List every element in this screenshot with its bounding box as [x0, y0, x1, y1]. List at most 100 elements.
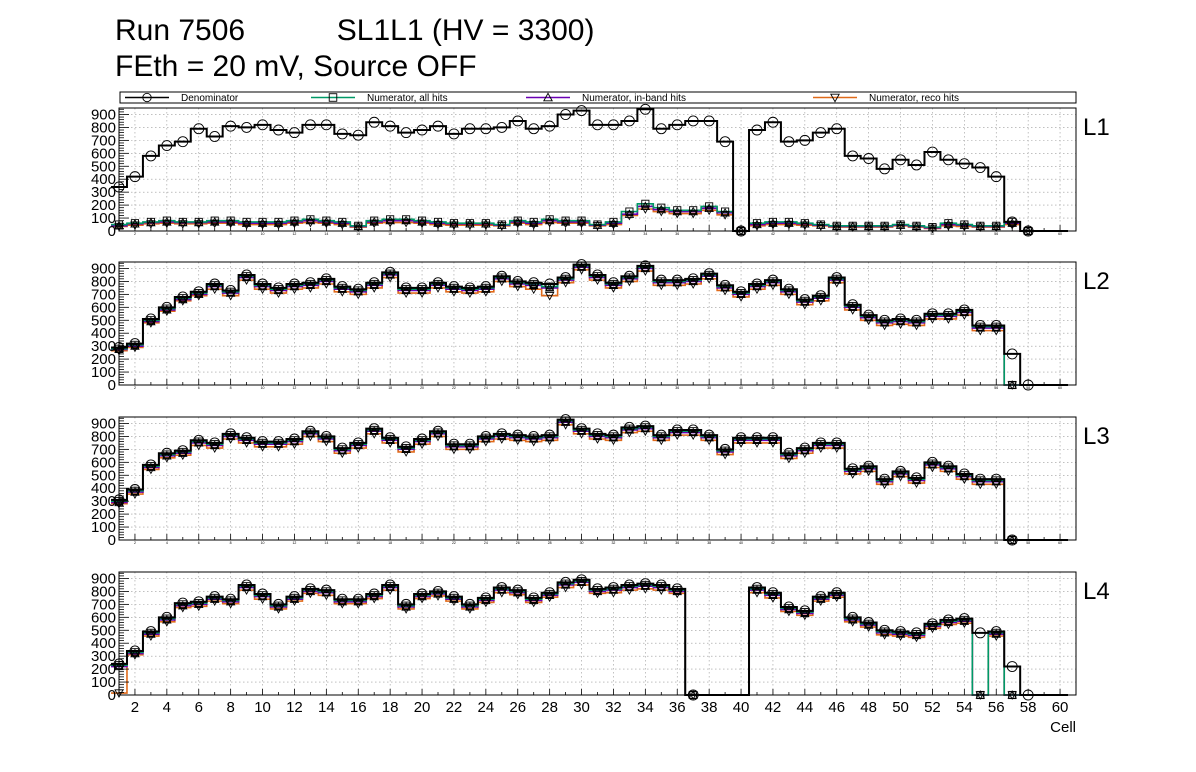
data-point [481, 284, 491, 293]
data-point [576, 259, 587, 271]
x-tick-label: 32 [611, 232, 615, 236]
legend-entry: Numerator, reco hits [813, 93, 959, 104]
data-point [943, 463, 954, 473]
data-point [400, 598, 412, 610]
data-point [400, 441, 412, 453]
data-point [959, 471, 970, 481]
data-point [337, 596, 348, 606]
data-point [783, 136, 795, 148]
data-point [576, 219, 587, 229]
data-point [608, 280, 619, 289]
x-tick-label: 46 [835, 541, 839, 545]
data-point [146, 316, 156, 326]
y-tick-label: 800 [91, 273, 116, 290]
data-point [799, 134, 811, 146]
data-point [433, 217, 443, 226]
x-tick-label: 60 [1058, 232, 1062, 236]
y-tick-label: 900 [91, 106, 116, 123]
data-point [129, 338, 141, 350]
data-point [449, 284, 459, 293]
x-tick-label: 6 [195, 699, 203, 716]
data-point [911, 159, 922, 171]
data-point [800, 608, 810, 618]
data-point [640, 423, 651, 433]
data-point [545, 215, 554, 224]
data-point [241, 121, 253, 133]
data-point [592, 586, 603, 596]
legend-entry: Denominator [125, 92, 239, 104]
data-point [863, 309, 875, 321]
data-point [831, 440, 842, 450]
data-point [273, 439, 284, 448]
data-point [560, 272, 572, 283]
data-point [465, 602, 475, 611]
data-point [927, 456, 938, 468]
data-point [370, 216, 379, 225]
data-point [161, 301, 173, 313]
x-tick-label: 52 [930, 232, 934, 236]
data-point [752, 219, 762, 228]
y-tick-label: 200 [91, 351, 116, 368]
data-point [145, 150, 157, 162]
data-point [145, 626, 157, 638]
data-point [784, 604, 794, 614]
data-point [225, 596, 236, 606]
data-point [177, 291, 189, 303]
data-point [512, 584, 524, 596]
data-point [449, 441, 459, 451]
data-point [592, 428, 603, 440]
data-point [368, 423, 380, 435]
x-tick-label: 40 [739, 541, 743, 545]
data-point [512, 219, 523, 229]
data-point [496, 582, 508, 593]
data-point [449, 221, 459, 231]
data-point [162, 450, 172, 460]
data-point [352, 437, 364, 449]
x-tick-label: 30 [580, 541, 584, 545]
data-point [592, 119, 603, 131]
data-point [592, 583, 603, 595]
data-point [385, 582, 395, 592]
x-tick-label: 50 [892, 699, 909, 716]
y-tick-label: 800 [91, 583, 116, 600]
data-point [209, 440, 220, 450]
data-point [704, 432, 714, 442]
data-point [225, 285, 237, 296]
data-point [385, 435, 395, 444]
data-point [193, 596, 205, 608]
x-tick-label: 50 [899, 386, 903, 390]
data-point [384, 579, 396, 591]
data-point [942, 460, 954, 472]
data-point [529, 217, 538, 226]
x-tick-label: 36 [675, 386, 679, 390]
data-point [879, 624, 891, 636]
data-point [321, 219, 332, 229]
data-point [496, 121, 508, 133]
data-point [193, 286, 205, 298]
data-point [146, 220, 156, 229]
data-point [720, 447, 730, 456]
data-point [544, 432, 555, 442]
data-point [433, 220, 443, 230]
data-point [513, 216, 522, 225]
data-point [225, 219, 236, 229]
y-tick-label: 200 [91, 506, 116, 523]
data-point [991, 629, 1002, 638]
x-tick-label: 26 [516, 232, 520, 236]
y-tick-label: 900 [91, 570, 116, 587]
data-point [783, 447, 795, 459]
data-point [768, 435, 778, 444]
x-tick-label: 16 [356, 386, 360, 390]
data-point [193, 437, 204, 447]
data-point [352, 593, 364, 605]
data-point [879, 627, 890, 637]
data-point [512, 275, 524, 287]
data-point [273, 285, 284, 295]
x-tick-label: 24 [484, 541, 488, 545]
data-point [130, 221, 140, 231]
data-point [448, 438, 460, 450]
data-point [353, 440, 364, 450]
data-point [337, 445, 348, 455]
data-point [703, 429, 715, 441]
